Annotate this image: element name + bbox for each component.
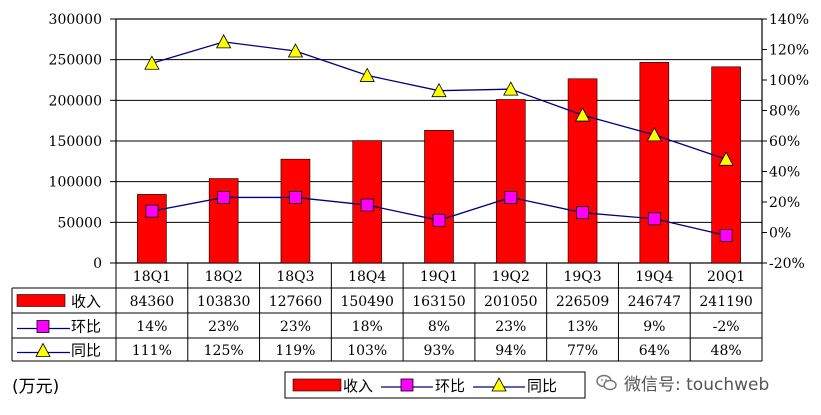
wechat-icon	[596, 374, 617, 390]
y-left-tick-label: 250000	[49, 53, 102, 69]
point-yoy	[215, 34, 232, 49]
x-tick-label: 18Q2	[205, 269, 243, 285]
table-key-yoy	[35, 342, 51, 357]
point-qoq	[289, 191, 302, 204]
y-right-tick-label: 20%	[769, 195, 800, 211]
y-left-tick-label: 50000	[57, 215, 102, 231]
table-key-qoq	[36, 320, 50, 333]
table-cell-qoq: 9%	[643, 319, 665, 335]
point-yoy	[574, 107, 591, 122]
y-left-tick-label: 300000	[49, 12, 102, 28]
y-left-tick-label: 150000	[49, 134, 102, 150]
table-cell-yoy: 93%	[423, 343, 454, 359]
table-cell-yoy: 103%	[347, 343, 387, 359]
y-right-tick-label: 100%	[769, 73, 809, 89]
y-right-tick-label: 0%	[769, 226, 791, 242]
y-right-tick-label: 60%	[769, 134, 800, 150]
point-yoy	[718, 151, 734, 166]
point-yoy	[503, 81, 519, 96]
y-left-tick-label: 100000	[49, 175, 102, 191]
table-row-label: 收入	[71, 293, 101, 311]
table-cell-yoy: 94%	[495, 343, 526, 359]
table-cell-qoq: 14%	[136, 319, 167, 335]
x-tick-label: 20Q1	[707, 269, 745, 285]
point-qoq	[360, 198, 374, 212]
table-row-label: 环比	[71, 318, 101, 336]
bar-revenue	[280, 158, 311, 264]
table-cell-yoy: 111%	[132, 343, 172, 359]
table-cell-revenue: 246747	[628, 294, 681, 310]
legend-key-revenue	[292, 378, 342, 392]
table-cell-revenue: 127660	[269, 294, 322, 310]
table-cell-qoq: 8%	[428, 319, 450, 335]
legend-key-qoq	[400, 378, 414, 392]
x-tick-label: 19Q1	[420, 269, 458, 285]
y-left-tick-label: 0	[93, 256, 102, 272]
y-axis-unit-label: (万元)	[12, 377, 60, 397]
table-cell-qoq: 23%	[208, 319, 239, 335]
legend-label-yoy: 同比	[527, 377, 557, 395]
table-cell-revenue: 150490	[340, 294, 393, 310]
point-yoy	[144, 55, 160, 70]
table-cell-qoq: 23%	[280, 319, 311, 335]
y-right-tick-label: 80%	[769, 104, 800, 120]
bar-revenue	[567, 78, 598, 264]
table-cell-revenue: 241190	[699, 294, 752, 310]
point-qoq	[145, 204, 159, 218]
table-cell-revenue: 163150	[412, 294, 465, 310]
legend-key-yoy	[491, 377, 507, 392]
table-cell-qoq: 18%	[352, 319, 383, 335]
point-qoq	[647, 212, 661, 226]
point-qoq	[576, 206, 589, 220]
table-cell-yoy: 48%	[711, 343, 742, 359]
x-tick-label: 18Q3	[276, 269, 314, 285]
legend-label-qoq: 环比	[435, 377, 465, 395]
bar-revenue	[495, 99, 526, 264]
watermark: 微信号: touchweb	[596, 370, 769, 395]
table-cell-revenue: 84360	[130, 294, 175, 310]
table-cell-qoq: 23%	[495, 319, 526, 335]
table-key-revenue	[16, 294, 66, 307]
point-yoy	[646, 127, 663, 142]
bar-revenue	[639, 62, 670, 264]
bar-revenue	[424, 130, 454, 264]
table-cell-revenue: 201050	[484, 294, 537, 310]
table-row-label: 同比	[71, 342, 101, 360]
table-cell-yoy: 64%	[639, 343, 670, 359]
x-tick-label: 19Q3	[563, 269, 601, 285]
table-cell-revenue: 226509	[556, 294, 609, 310]
y-right-tick-label: 140%	[769, 12, 809, 28]
x-tick-label: 18Q4	[348, 269, 386, 285]
table-cell-revenue: 103830	[197, 294, 250, 310]
point-yoy	[431, 82, 447, 98]
point-qoq	[217, 191, 231, 204]
watermark-text: 微信号: touchweb	[624, 375, 770, 395]
point-yoy	[359, 67, 375, 82]
y-right-tick-label: -20%	[769, 256, 805, 272]
table-cell-qoq: -2%	[713, 319, 740, 335]
x-tick-label: 19Q4	[635, 269, 673, 285]
point-qoq	[719, 229, 733, 242]
table-cell-yoy: 77%	[567, 343, 598, 359]
legend-label-revenue: 收入	[343, 377, 373, 395]
bar-revenue	[137, 194, 167, 264]
table-cell-yoy: 125%	[204, 343, 244, 359]
table-cell-qoq: 13%	[567, 319, 598, 335]
point-qoq	[504, 191, 518, 204]
x-tick-label: 18Q1	[133, 269, 171, 285]
y-right-tick-label: 120%	[769, 43, 809, 59]
y-left-tick-label: 200000	[49, 93, 102, 109]
point-qoq	[432, 213, 446, 227]
point-yoy	[287, 43, 304, 58]
x-tick-label: 19Q2	[492, 269, 530, 285]
y-right-tick-label: 40%	[769, 165, 800, 181]
table-cell-yoy: 119%	[275, 343, 315, 359]
